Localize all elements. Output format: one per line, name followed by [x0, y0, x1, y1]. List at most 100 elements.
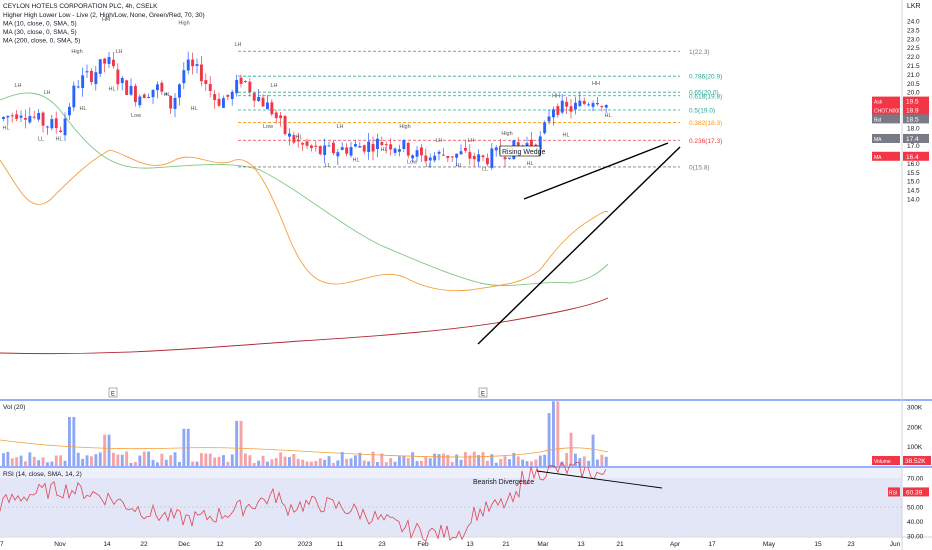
y-tick-label: 24.0	[907, 19, 920, 26]
candle-body	[389, 144, 393, 150]
volume-bar	[169, 455, 173, 466]
candle-body	[380, 142, 384, 146]
candle-body	[270, 102, 274, 115]
volume-bar	[538, 455, 542, 466]
candle-body	[142, 94, 146, 99]
y-tick-label: 15.5	[907, 170, 920, 177]
fib-level-label: 0.382(18.3)	[689, 120, 722, 127]
volume-bar	[63, 460, 67, 466]
candle-body	[437, 151, 441, 154]
ma-30-line	[0, 92, 609, 286]
currency-label: LKR	[907, 3, 921, 10]
candle-body	[248, 81, 252, 92]
fib-level-label: 0(15.8)	[689, 164, 710, 171]
swing-label: HL	[108, 86, 115, 92]
volume-bar	[10, 458, 14, 466]
candle-body	[208, 83, 212, 91]
volume-bar	[459, 459, 463, 466]
volume-bar	[296, 458, 300, 466]
volume-bar	[512, 452, 516, 466]
candle-body	[90, 70, 93, 83]
volume-bar	[450, 461, 454, 466]
price-badge-value-box	[903, 114, 929, 124]
volume-bar	[327, 456, 331, 466]
candle-body	[217, 98, 221, 106]
volume-bar	[32, 456, 36, 466]
candle-body	[314, 145, 318, 147]
volume-bar	[164, 459, 168, 466]
candle-body	[204, 80, 208, 84]
indicator-legend: MA (200, close, 0, SMA, 5)	[3, 38, 80, 45]
rsi-tick-label: 40.00	[907, 519, 924, 526]
candle-body	[37, 112, 41, 120]
swing-label: LH	[270, 83, 277, 89]
candle-body	[543, 122, 547, 134]
candle-body	[371, 143, 375, 152]
x-tick-label: 22	[140, 541, 148, 548]
rsi-badge-label: RSI	[889, 490, 897, 496]
price-badge-label: CHOT.N0000	[874, 109, 904, 115]
volume-bar	[384, 462, 388, 466]
volume-bar	[415, 461, 419, 466]
candle-body	[538, 136, 542, 150]
divergence-line	[536, 470, 663, 489]
y-tick-label: 23.0	[907, 36, 920, 43]
price-badge-box	[872, 96, 900, 106]
volume-bar	[499, 459, 503, 466]
volume-bar	[142, 451, 146, 466]
candle-body	[530, 139, 533, 147]
candle-body	[367, 141, 371, 152]
volume-bar	[596, 459, 599, 466]
volume-bar	[270, 459, 274, 466]
candle-body	[464, 147, 467, 151]
rsi-title: RSI (14, close, SMA, 14, 2)	[3, 471, 82, 478]
price-badge-box	[872, 151, 900, 161]
swing-label: Low	[263, 124, 273, 130]
volume-bar	[508, 459, 511, 466]
volume-bar	[261, 455, 265, 466]
x-tick-label: Nov	[54, 541, 66, 548]
candle-body	[446, 155, 450, 158]
candle-body	[450, 156, 454, 158]
volume-bar	[182, 428, 186, 466]
volume-bar	[235, 420, 239, 466]
price-badge-box	[872, 114, 900, 124]
volume-bar	[565, 452, 569, 466]
candle-body	[301, 143, 305, 145]
volume-bar	[85, 455, 89, 466]
volume-bar	[582, 456, 586, 466]
candle-body	[411, 155, 415, 159]
candle-body	[10, 115, 14, 117]
volume-bar	[288, 456, 291, 466]
x-tick-label: 7	[0, 541, 4, 548]
swing-label: HL	[455, 163, 462, 169]
volume-bar	[292, 454, 296, 466]
x-tick-label: May	[763, 541, 776, 548]
candle-body	[125, 80, 129, 95]
volume-bar	[134, 461, 137, 466]
volume-bar	[24, 461, 27, 466]
volume-bar	[340, 451, 344, 466]
price-badge-value: 18.9	[906, 108, 919, 115]
volume-bar	[195, 461, 199, 466]
volume-bar	[173, 452, 177, 466]
candle-body	[552, 109, 555, 118]
chart-title: CEYLON HOTELS CORPORATION PLC, 4h, CSELK	[3, 3, 158, 10]
candle-body	[116, 69, 120, 85]
divergence-label: Bearish Divergence	[473, 479, 534, 486]
candle-body	[574, 102, 577, 110]
x-tick-label: 12	[216, 541, 224, 548]
volume-bar	[569, 432, 573, 466]
rsi-tick-label: 70.00	[907, 476, 924, 483]
candle-body	[459, 151, 463, 155]
swing-label: Low	[131, 113, 141, 119]
volume-bar	[437, 454, 441, 466]
price-badge-label: Bid	[874, 117, 881, 123]
volume-bar	[490, 454, 494, 466]
volume-badge-value: 38.52K	[905, 458, 926, 465]
swing-label: HL	[163, 92, 170, 98]
x-tick-label: 11	[337, 541, 344, 548]
candle-body	[481, 155, 485, 158]
pattern-label: Rising Wedge	[502, 149, 546, 156]
